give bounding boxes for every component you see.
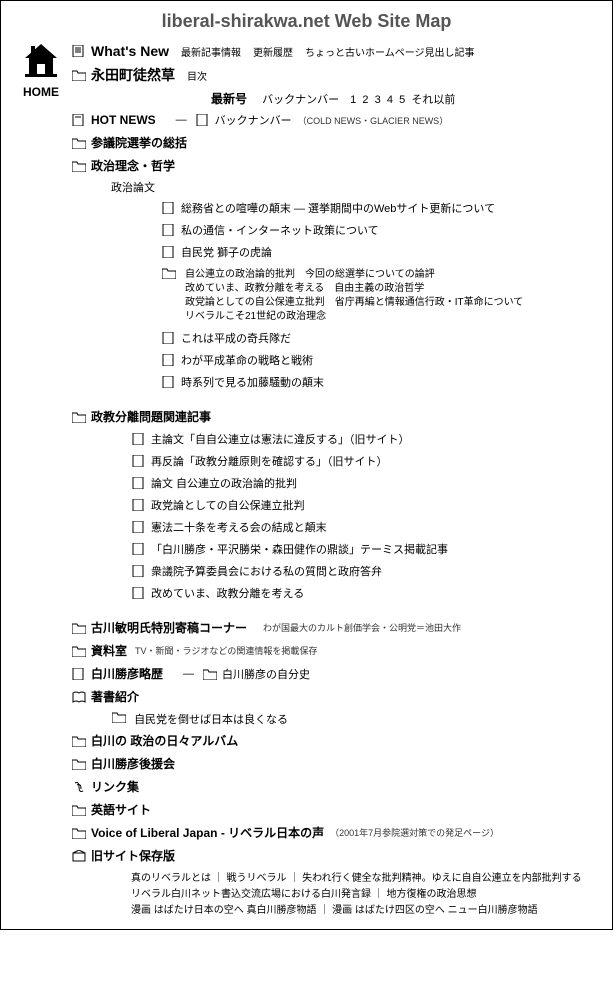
link-icon — [71, 780, 87, 794]
archive-icon — [71, 849, 87, 863]
link[interactable]: 改めていま、政教分離を考える — [151, 585, 304, 601]
link[interactable]: 衆議院予算委員会における私の質問と政府答弁 — [151, 563, 382, 579]
link[interactable]: 論文 自公連立の政治論的批判 — [151, 475, 297, 491]
link[interactable]: これは平成の奇兵隊だ — [181, 330, 291, 346]
home-label[interactable]: HOME — [11, 85, 71, 99]
note: （COLD NEWS・GLACIER NEWS） — [298, 114, 449, 127]
link[interactable]: 主論文「自自公連立は憲法に違反する」（旧サイト） — [151, 431, 410, 447]
note: TV・新聞・ラジオなどの関連情報を掲載保存 — [135, 644, 317, 657]
link[interactable]: 著書紹介 — [91, 688, 139, 705]
page-icon — [161, 245, 177, 259]
book-icon — [71, 690, 87, 704]
folder-icon — [71, 826, 87, 840]
link[interactable]: 白川の 政治の日々アルバム — [91, 732, 238, 749]
link[interactable]: バックナンバー — [215, 112, 292, 128]
note: （2001年7月参院選対策での発足ページ） — [330, 826, 499, 839]
page-icon — [131, 476, 147, 490]
page-title: liberal-shirakwa.net Web Site Map — [11, 11, 602, 32]
link[interactable]: それ以前 — [411, 94, 455, 106]
link[interactable]: 最新号 — [211, 92, 247, 106]
nagata-link[interactable]: 永田町徒然草 — [91, 65, 175, 85]
link[interactable]: 政治論文 — [111, 182, 155, 194]
page-icon — [71, 44, 87, 58]
link[interactable]: 1 — [350, 94, 356, 106]
link[interactable]: 4 — [387, 94, 393, 106]
link[interactable]: 私の通信・インターネット政策について — [181, 222, 379, 238]
link[interactable]: わが平成革命の戦略と戦術 — [181, 352, 313, 368]
link[interactable]: 資料室 — [91, 642, 127, 659]
link[interactable]: 政党論としての自公保連立批判 — [151, 497, 305, 513]
link[interactable]: 5 — [399, 94, 405, 106]
link[interactable]: リンク集 — [91, 778, 139, 795]
link[interactable]: 政党論としての自公保連立批判 省庁再編と情報通信行政・IT革命について — [185, 296, 523, 310]
page-icon — [161, 375, 177, 389]
hotnews-link[interactable]: HOT NEWS — [91, 113, 156, 127]
page-icon — [131, 498, 147, 512]
folder-icon — [71, 68, 87, 82]
link-row[interactable]: 真のリベラルとは ｜ 戦うリベラル ｜ 失われ行く健全な批判精神。ゆえに自自公連… — [131, 871, 602, 887]
link[interactable]: ちょっと古いホームページ見出し記事 — [305, 44, 475, 59]
link[interactable]: 自民党を倒せば日本は良くなる — [134, 714, 288, 726]
page-icon — [131, 586, 147, 600]
page-icon — [161, 223, 177, 237]
link[interactable]: 自公連立の政治論的批判 今回の総選挙についての論評 — [185, 268, 523, 282]
page-icon — [131, 454, 147, 468]
folder-icon — [71, 734, 87, 748]
link[interactable]: 政治理念・哲学 — [91, 157, 175, 174]
link[interactable]: わが国最大のカルト創価学会・公明党＝池田大作 — [263, 621, 461, 634]
link[interactable]: 目次 — [187, 68, 207, 83]
link[interactable]: 「白川勝彦・平沢勝栄・森田健作の鼎談」テーミス掲載記事 — [151, 541, 448, 557]
link[interactable]: 3 — [375, 94, 381, 106]
whats-new-link[interactable]: What's New — [91, 43, 169, 59]
page-icon — [161, 331, 177, 345]
link[interactable]: 再反論「政教分離原則を確認する」（旧サイト） — [151, 453, 388, 469]
link[interactable]: 改めていま、政教分離を考える 自由主義の政治哲学 — [185, 282, 523, 296]
page-icon — [131, 542, 147, 556]
link[interactable]: Voice of Liberal Japan - リベラル日本の声 — [91, 824, 324, 841]
page-icon — [161, 201, 177, 215]
link[interactable]: 参議院選挙の総括 — [91, 134, 187, 151]
folder-icon — [71, 621, 87, 635]
page-icon — [161, 353, 177, 367]
folder-icon — [71, 159, 87, 173]
link-row[interactable]: リベラル白川ネット書込交流広場における白川発言録 ｜ 地方復権の政治思想 — [131, 887, 602, 903]
page-icon — [71, 667, 87, 681]
folder-icon — [202, 667, 218, 681]
page-icon — [71, 113, 87, 127]
link[interactable]: 最新記事情報 — [181, 44, 241, 59]
link[interactable]: バックナンバー — [262, 94, 339, 106]
link[interactable]: 白川勝彦後援会 — [91, 755, 175, 772]
folder-icon — [161, 266, 177, 280]
link[interactable]: 更新履歴 — [253, 44, 293, 59]
page-icon — [131, 520, 147, 534]
link[interactable]: 白川勝彦の自分史 — [222, 666, 310, 682]
link[interactable]: 白川勝彦略歴 — [91, 665, 163, 682]
folder-icon — [71, 757, 87, 771]
link[interactable]: 旧サイト保存版 — [91, 847, 175, 864]
page-icon — [131, 564, 147, 578]
link[interactable]: 時系列で見る加藤騒動の顛末 — [181, 374, 324, 390]
link[interactable]: 政教分離問題関連記事 — [91, 408, 211, 425]
link[interactable]: 古川敏明氏特別寄稿コーナー — [91, 619, 247, 636]
link[interactable]: 英語サイト — [91, 801, 151, 818]
link[interactable]: リベラルこそ21世紀の政治理念 — [185, 310, 523, 324]
folder-icon — [71, 803, 87, 817]
folder-icon — [111, 710, 127, 724]
home-icon[interactable] — [11, 40, 71, 83]
link[interactable]: 自民党 獅子の虎論 — [181, 244, 272, 260]
link-row[interactable]: 漫画 はばたけ日本の空へ 真白川勝彦物語 ｜ 漫画 はばたけ四区の空へ ニュー白… — [131, 903, 602, 919]
page-icon — [195, 113, 211, 127]
folder-icon — [71, 644, 87, 658]
folder-icon — [71, 410, 87, 424]
link[interactable]: 2 — [362, 94, 368, 106]
folder-icon — [71, 136, 87, 150]
page-icon — [131, 432, 147, 446]
link[interactable]: 憲法二十条を考える会の結成と顛末 — [151, 519, 327, 535]
link[interactable]: 総務省との喧嘩の顛末 ― 選挙期間中のWebサイト更新について — [181, 200, 495, 216]
